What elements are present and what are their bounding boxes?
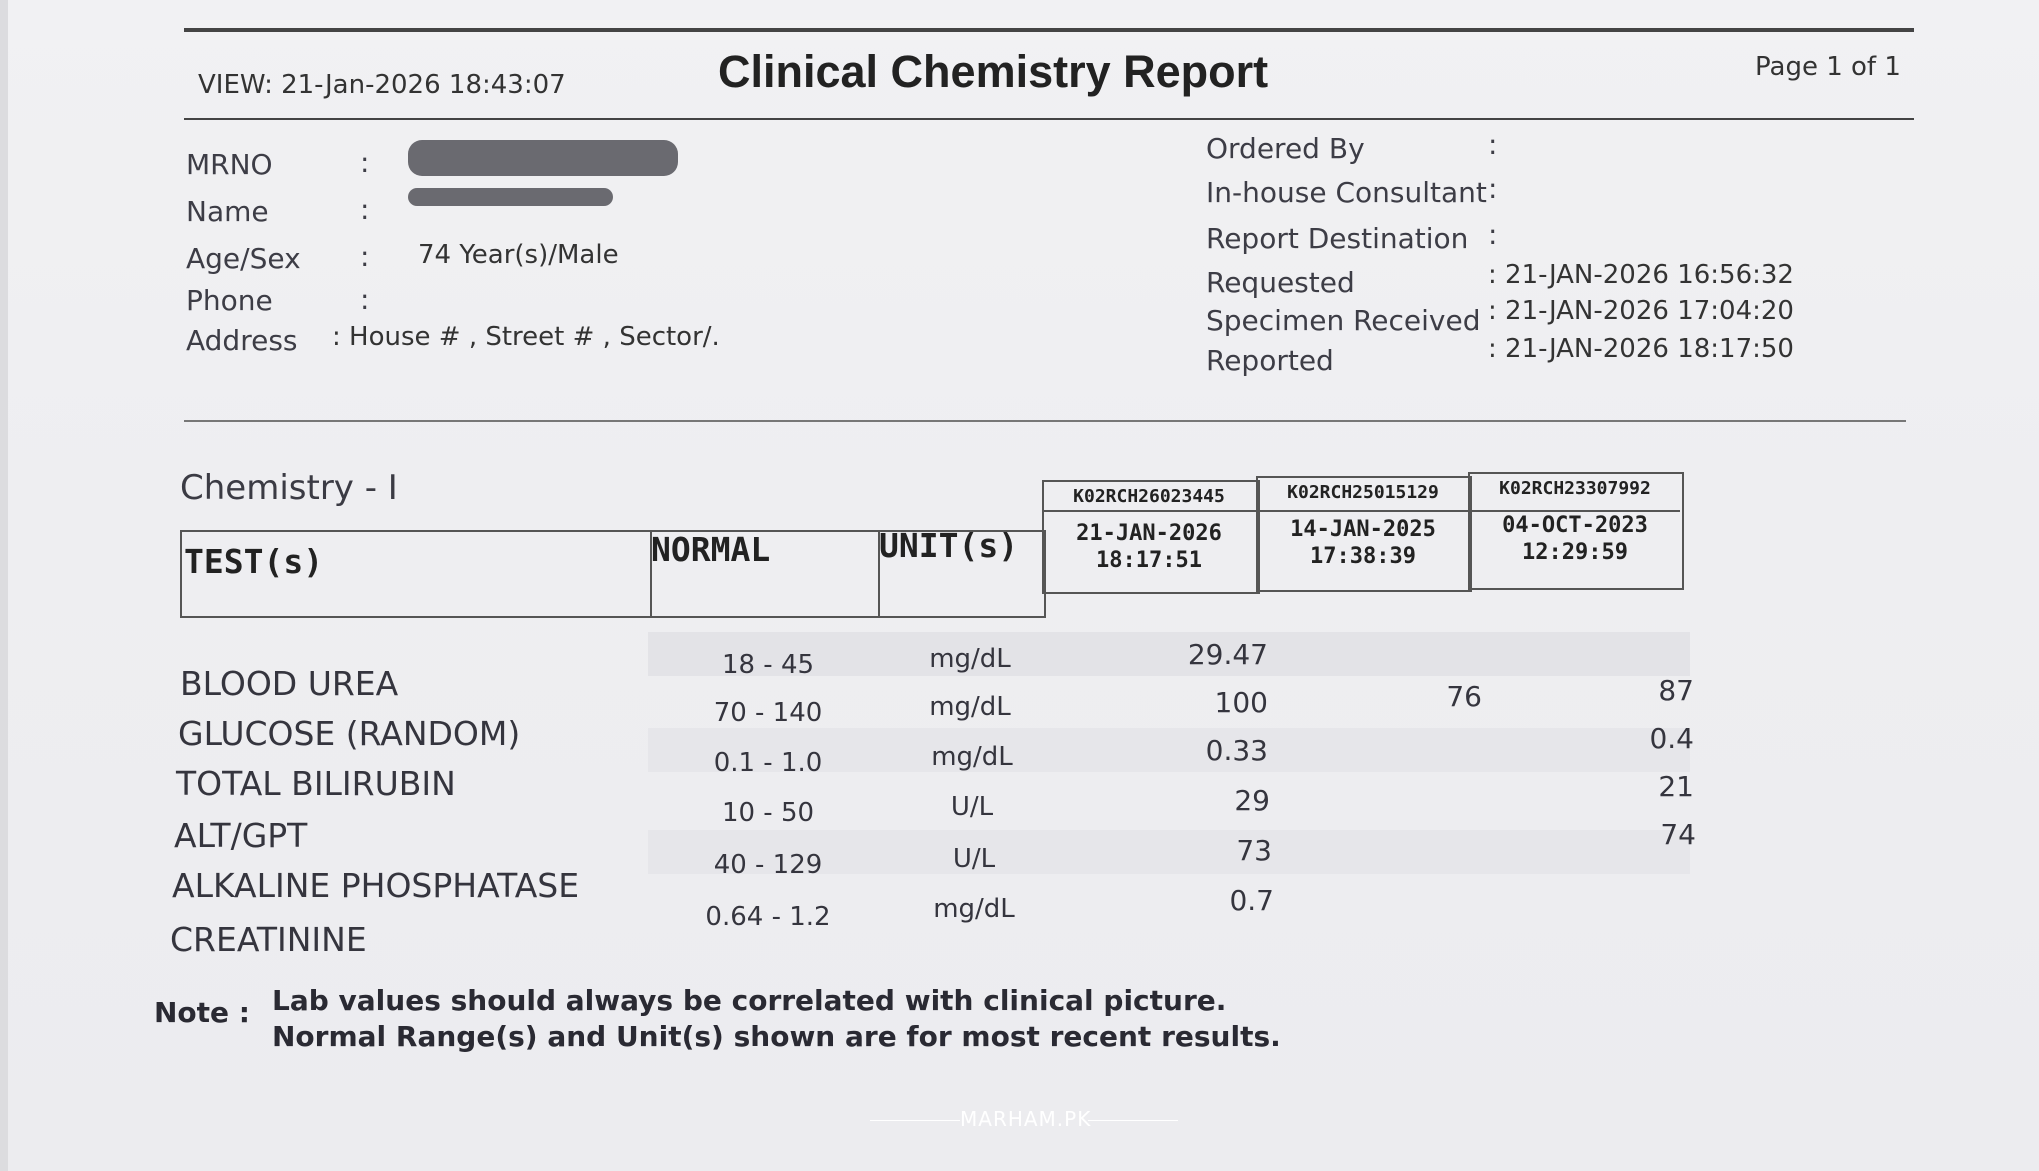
- accession-time-2: 17:38:39: [1310, 544, 1416, 569]
- test-name: ALT/GPT: [174, 816, 308, 855]
- unit: mg/dL: [929, 644, 1011, 674]
- result-current: 100: [1214, 686, 1268, 719]
- test-name: GLUCOSE (RANDOM): [178, 714, 521, 753]
- accession-date-1: 21-JAN-2026: [1076, 521, 1222, 546]
- accession-time-1: 18:17:51: [1096, 548, 1202, 573]
- phone-colon: :: [360, 283, 370, 316]
- destination-colon: :: [1488, 218, 1498, 251]
- address-label: Address: [186, 324, 298, 357]
- unit: mg/dL: [933, 894, 1015, 924]
- requested-label: Requested: [1206, 266, 1355, 299]
- consultant-label: In-house Consultant: [1206, 176, 1487, 209]
- accession-divider: [1042, 510, 1680, 512]
- note-line-1: Lab values should always be correlated w…: [272, 984, 1227, 1017]
- result-prev-1: 76: [1446, 680, 1482, 713]
- test-name: CREATININE: [170, 920, 367, 959]
- result-prev-2: 21: [1658, 770, 1694, 803]
- name-label: Name: [186, 195, 269, 228]
- result-current: 73: [1236, 834, 1272, 867]
- watermark-text: MARHAM.PK: [960, 1107, 1092, 1131]
- column-header-box: [180, 530, 1046, 618]
- col-divider-normal: [650, 530, 652, 616]
- name-colon: :: [360, 193, 370, 226]
- ordered-by-label: Ordered By: [1206, 132, 1365, 165]
- received-label: Specimen Received: [1206, 304, 1481, 337]
- mrno-label: MRNO: [186, 148, 273, 181]
- mrno-redaction: [408, 140, 678, 176]
- accession-date-2: 14-JAN-2025: [1290, 517, 1436, 542]
- address-value: : House # , Street # , Sector/.: [332, 322, 720, 352]
- reported-label: Reported: [1206, 344, 1334, 377]
- agesex-colon: :: [360, 240, 370, 273]
- page-indicator: Page 1 of 1: [1755, 52, 1901, 82]
- col-divider-unit: [878, 530, 880, 616]
- unit: U/L: [950, 792, 994, 822]
- name-redaction: [408, 188, 613, 206]
- normal-range: 0.64 - 1.2: [705, 902, 831, 932]
- watermark-line-left: [870, 1120, 960, 1121]
- destination-label: Report Destination: [1206, 222, 1469, 255]
- header-rule: [184, 118, 1914, 120]
- agesex-label: Age/Sex: [186, 242, 301, 275]
- result-prev-2: 87: [1658, 674, 1694, 707]
- accession-id-2: K02RCH25015129: [1287, 482, 1439, 503]
- normal-range: 0.1 - 1.0: [713, 748, 823, 778]
- top-rule: [184, 28, 1914, 32]
- phone-label: Phone: [186, 284, 273, 317]
- row-band-3: [648, 830, 1690, 874]
- accession-id-3: K02RCH23307992: [1499, 478, 1651, 499]
- section-rule: [184, 420, 1906, 422]
- requested-value: : 21-JAN-2026 16:56:32: [1488, 260, 1794, 290]
- row-band-2: [648, 728, 1690, 772]
- section-title: Chemistry - I: [180, 468, 398, 508]
- col-header-unit: UNIT(s): [879, 526, 1019, 565]
- unit: mg/dL: [931, 742, 1013, 772]
- col-header-test: TEST(s): [184, 542, 324, 581]
- agesex-value: 74 Year(s)/Male: [418, 240, 619, 270]
- test-name: TOTAL BILIRUBIN: [176, 764, 456, 803]
- normal-range: 10 - 50: [721, 798, 815, 828]
- report-title: Clinical Chemistry Report: [718, 46, 1269, 97]
- report-sheet: VIEW: 21-Jan-2026 18:43:07 Clinical Chem…: [8, 0, 2039, 1171]
- accession-id-1: K02RCH26023445: [1073, 486, 1225, 507]
- accession-box-1: [1042, 480, 1260, 594]
- accession-box-2: [1256, 476, 1472, 592]
- col-header-normal: NORMAL: [651, 530, 771, 569]
- result-current: 0.7: [1229, 884, 1274, 917]
- test-name: BLOOD UREA: [180, 664, 399, 703]
- result-current: 0.33: [1205, 734, 1268, 767]
- normal-range: 70 - 140: [713, 698, 823, 728]
- accession-time-3: 12:29:59: [1522, 540, 1628, 565]
- consultant-colon: :: [1488, 172, 1498, 205]
- view-timestamp: VIEW: 21-Jan-2026 18:43:07: [198, 70, 566, 100]
- row-band-1: [648, 632, 1690, 676]
- received-value: : 21-JAN-2026 17:04:20: [1488, 296, 1794, 326]
- watermark-line-right: [1088, 1120, 1178, 1121]
- mrno-colon: :: [360, 146, 370, 179]
- normal-range: 18 - 45: [721, 650, 815, 680]
- reported-value: : 21-JAN-2026 18:17:50: [1488, 334, 1794, 364]
- accession-box-3: [1468, 472, 1684, 590]
- result-current: 29.47: [1187, 638, 1268, 671]
- ordered-by-colon: :: [1488, 128, 1498, 161]
- unit: U/L: [952, 844, 996, 874]
- note-label: Note :: [154, 996, 250, 1029]
- result-prev-2: 0.4: [1649, 722, 1694, 755]
- note-line-2: Normal Range(s) and Unit(s) shown are fo…: [272, 1020, 1281, 1053]
- accession-date-3: 04-OCT-2023: [1502, 513, 1648, 538]
- unit: mg/dL: [929, 692, 1011, 722]
- normal-range: 40 - 129: [713, 850, 823, 880]
- test-name: ALKALINE PHOSPHATASE: [172, 866, 580, 905]
- result-current: 29: [1234, 784, 1270, 817]
- result-prev-2: 74: [1660, 818, 1696, 851]
